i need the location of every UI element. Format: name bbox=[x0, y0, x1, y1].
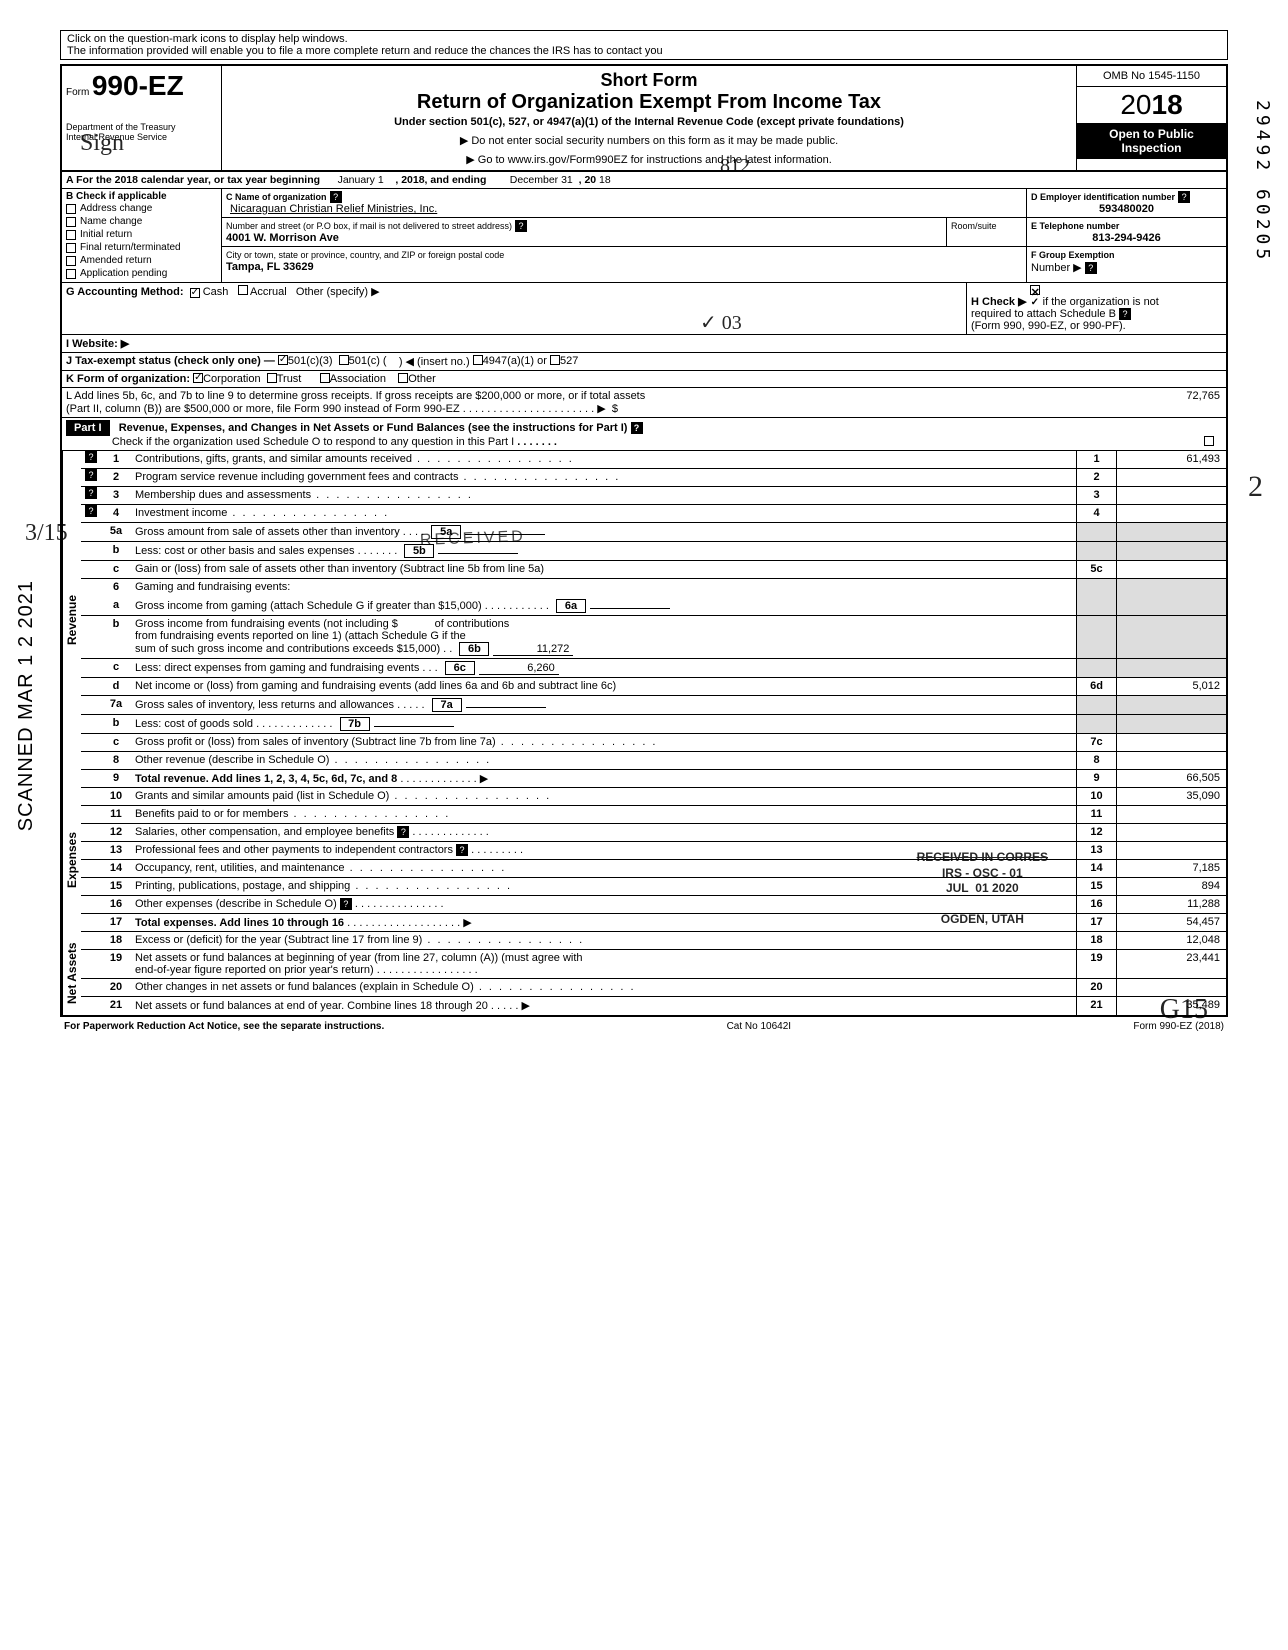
hw-g15: G15 bbox=[1160, 994, 1208, 1026]
help-icon[interactable]: ? bbox=[515, 220, 527, 232]
checkbox-501c3[interactable] bbox=[278, 355, 288, 365]
help-icon[interactable]: ? bbox=[85, 469, 97, 481]
help-icon[interactable]: ? bbox=[397, 826, 409, 838]
netassets-label: Net Assets bbox=[62, 932, 81, 1015]
hw-2: 2 bbox=[1248, 470, 1263, 504]
form-year-block: OMB No 1545-1150 20201818 Open to Public… bbox=[1076, 66, 1226, 170]
org-city: Tampa, FL 33629 bbox=[226, 261, 314, 273]
revenue-label: Revenue bbox=[62, 451, 81, 788]
checkbox-cash[interactable] bbox=[190, 288, 200, 298]
line-I: I Website: ▶ bbox=[62, 335, 1226, 353]
section-DEF: D Employer identification number ? 59348… bbox=[1026, 189, 1226, 282]
form-title-block: Short Form Return of Organization Exempt… bbox=[222, 66, 1076, 170]
org-name: Nicaraguan Christian Relief Ministries, … bbox=[226, 201, 441, 217]
help-icon[interactable]: ? bbox=[456, 844, 468, 856]
checkbox-accrual[interactable] bbox=[238, 285, 248, 295]
org-street: 4001 W. Morrison Ave bbox=[226, 232, 339, 244]
hw-03: ✓ 03 bbox=[700, 310, 742, 335]
checkbox-corp[interactable] bbox=[193, 373, 203, 383]
section-C: C Name of organization ? Nicaraguan Chri… bbox=[222, 189, 1026, 282]
help-hint: Click on the question-mark icons to disp… bbox=[60, 30, 1228, 60]
expenses-label: Expenses bbox=[62, 788, 81, 932]
line-L: L Add lines 5b, 6c, and 7b to line 9 to … bbox=[62, 388, 1226, 418]
line-J: J Tax-exempt status (check only one) — 5… bbox=[62, 353, 1226, 371]
form-number: 990-EZ bbox=[92, 70, 184, 101]
help-icon[interactable]: ? bbox=[85, 487, 97, 499]
hw-812: 812 bbox=[720, 155, 750, 178]
part1-header: Part I Revenue, Expenses, and Changes in… bbox=[62, 418, 1226, 451]
side-number: 29492 60205 bbox=[1252, 100, 1273, 263]
section-B: B Check if applicable Address change Nam… bbox=[62, 189, 222, 282]
help-icon[interactable]: ? bbox=[85, 451, 97, 463]
help-icon[interactable]: ? bbox=[631, 422, 643, 434]
scanned-stamp: SCANNED MAR 1 2 2021 bbox=[15, 580, 38, 831]
help-icon[interactable]: ? bbox=[1178, 191, 1190, 203]
checkbox-H[interactable]: ✕ bbox=[1030, 285, 1040, 295]
help-icon[interactable]: ? bbox=[340, 898, 352, 910]
form-990ez: Form 990-EZ Department of the Treasury I… bbox=[60, 64, 1228, 1017]
help-icon[interactable]: ? bbox=[1119, 308, 1131, 320]
help-icon[interactable]: ? bbox=[85, 505, 97, 517]
line-G: G Accounting Method: Cash Accrual Other … bbox=[62, 283, 966, 334]
line-A: A For the 2018 calendar year, or tax yea… bbox=[62, 172, 1226, 189]
phone: 813-294-9426 bbox=[1092, 232, 1161, 244]
ein: 593480020 bbox=[1099, 203, 1154, 215]
hw-315: 3/15 bbox=[25, 520, 68, 547]
checkbox-schedO[interactable] bbox=[1204, 436, 1214, 446]
line-H: H Check ▶ ✕ if the organization is not r… bbox=[966, 283, 1226, 334]
footer: For Paperwork Reduction Act Notice, see … bbox=[60, 1017, 1228, 1036]
help-icon[interactable]: ? bbox=[1085, 262, 1097, 274]
hw-sign: Sign bbox=[80, 130, 124, 157]
line-K: K Form of organization: Corporation Trus… bbox=[62, 371, 1226, 388]
